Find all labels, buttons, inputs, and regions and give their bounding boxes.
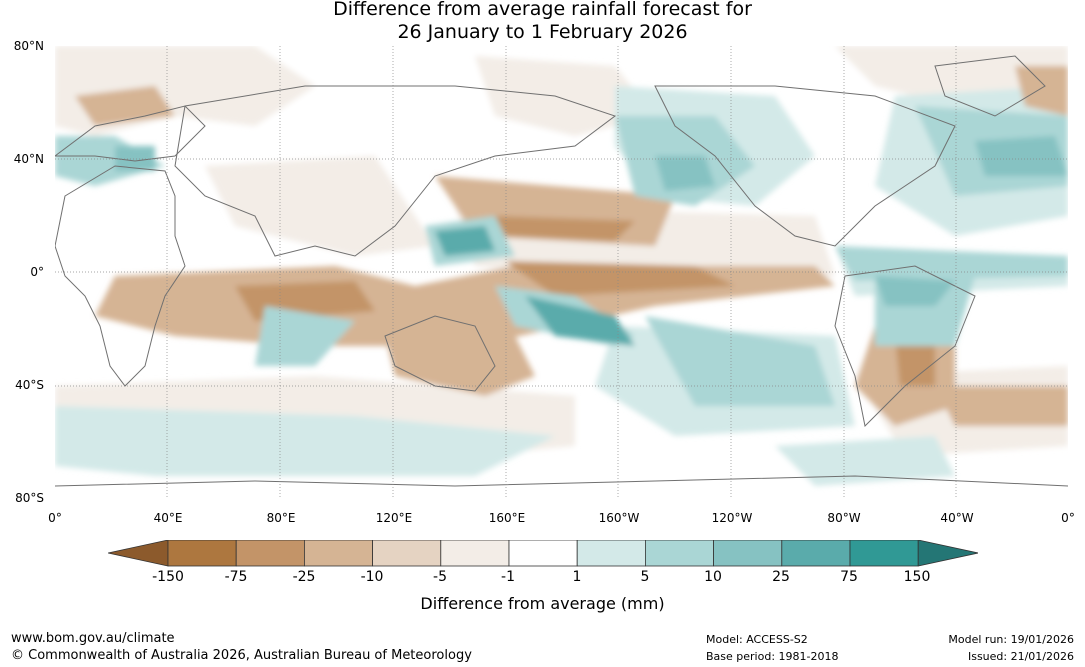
colorbar-tick: -150 — [152, 569, 184, 585]
footer-issued: Issued: 21/01/2026 — [967, 650, 1074, 663]
colorbar-tick: -5 — [433, 569, 447, 585]
lon-label-160w: 160°W — [598, 511, 640, 525]
colorbar-segment — [235, 540, 305, 567]
footer-model: Model: ACCESS-S2 — [706, 633, 808, 646]
colorbar-tick: -10 — [360, 569, 384, 585]
lon-label-0-right: 0° — [1061, 511, 1075, 525]
footer-model-run: Model run: 19/01/2026 — [948, 633, 1074, 646]
colorbar-tick: -1 — [501, 569, 515, 585]
lon-label-120e: 120°E — [375, 511, 413, 525]
colorbar-segment — [167, 540, 237, 567]
lon-label-80w: 80°W — [827, 511, 861, 525]
colorbar-tick: -75 — [224, 569, 248, 585]
graticule — [55, 46, 1068, 499]
colorbar — [108, 540, 978, 567]
colorbar-segment — [372, 540, 442, 567]
colorbar-segment — [713, 540, 783, 567]
colorbar-tick: 25 — [772, 569, 790, 585]
colorbar-tick: 150 — [903, 569, 931, 585]
colorbar-segment — [849, 540, 919, 567]
lon-label-40e: 40°E — [153, 511, 183, 525]
lat-label-40n: 40°N — [13, 152, 44, 166]
colorbar-segment — [440, 540, 510, 567]
colorbar-segment — [576, 540, 646, 567]
colorbar-tick: 75 — [840, 569, 858, 585]
map-title-line-1: Difference from average rainfall forecas… — [333, 0, 752, 20]
map-title-line-2: 26 January to 1 February 2026 — [397, 21, 688, 43]
coastlines — [55, 55, 1068, 487]
lon-label-80e: 80°E — [266, 511, 296, 525]
colorbar-segment — [645, 540, 715, 567]
colorbar-segment — [303, 540, 373, 567]
lon-label-0: 0° — [48, 511, 62, 525]
colorbar-extend-low — [108, 540, 169, 567]
lat-label-80n: 80°N — [13, 39, 44, 53]
anomaly-shading — [55, 46, 1068, 486]
lon-label-160e: 160°E — [488, 511, 526, 525]
colorbar-tick: 1 — [572, 569, 582, 585]
footer-copyright: © Commonwealth of Australia 2026, Austra… — [11, 648, 472, 663]
colorbar-tick: 5 — [640, 569, 650, 585]
lat-label-80s: 80°S — [15, 491, 44, 505]
colorbar-label: Difference from average (mm) — [420, 594, 665, 613]
colorbar-tick: 10 — [704, 569, 722, 585]
lat-label-40s: 40°S — [15, 378, 44, 392]
colorbar-extend-high — [917, 540, 978, 567]
colorbar-tick: -25 — [292, 569, 316, 585]
footer-website: www.bom.gov.au/climate — [11, 631, 175, 646]
lon-label-120w: 120°W — [711, 511, 753, 525]
footer-base-period: Base period: 1981-2018 — [706, 650, 839, 663]
colorbar-segment — [781, 540, 851, 567]
lon-label-40w: 40°W — [940, 511, 974, 525]
map-canvas — [55, 46, 1068, 499]
rainfall-anomaly-map — [55, 46, 1068, 499]
lat-label-equator: 0° — [30, 265, 44, 279]
colorbar-segment — [508, 540, 578, 567]
